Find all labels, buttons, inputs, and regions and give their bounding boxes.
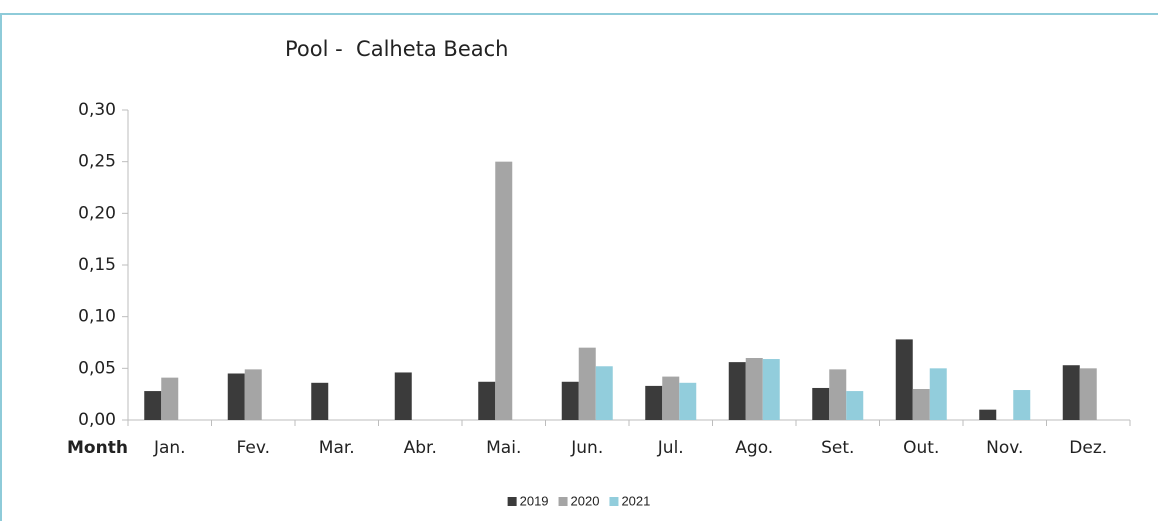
x-tick-label: Nov. [986, 438, 1023, 458]
bar [829, 369, 847, 420]
y-tick-label: 0,15 [78, 255, 116, 275]
x-tick-label: Ago. [735, 438, 773, 458]
bar [244, 369, 262, 420]
x-tick-label: Jun. [570, 438, 603, 458]
legend-label: 2020 [571, 493, 600, 508]
bar [495, 161, 513, 420]
bar [394, 372, 412, 420]
bar [728, 362, 746, 420]
x-tick-label: Abr. [404, 438, 437, 458]
x-tick-label: Jan. [153, 438, 186, 458]
bar [1013, 390, 1031, 420]
x-tick-label: Mar. [319, 438, 355, 458]
bar [979, 409, 997, 420]
x-tick-label: Set. [821, 438, 854, 458]
bar [645, 385, 663, 420]
legend-swatch [609, 497, 619, 506]
bar [812, 387, 830, 420]
x-tick-label: Out. [903, 438, 939, 458]
bar [561, 381, 579, 420]
bar [762, 359, 780, 420]
y-tick-label: 0,05 [78, 358, 116, 378]
bar [227, 373, 245, 420]
bar [912, 389, 930, 420]
x-tick-label: Mai. [486, 438, 521, 458]
y-tick-label: 0,25 [78, 152, 116, 172]
bar [846, 391, 864, 420]
x-axis-label: Month [67, 438, 128, 458]
x-tick-label: Fev. [237, 438, 270, 458]
chart-border [0, 13, 1158, 521]
legend-label: 2021 [621, 493, 650, 508]
bar [578, 347, 596, 420]
y-tick-label: 0,10 [78, 307, 116, 327]
y-tick-label: 0,30 [78, 100, 116, 120]
bar [662, 376, 680, 420]
legend-swatch [507, 497, 517, 506]
bar [895, 339, 913, 420]
y-tick-label: 0,00 [78, 410, 116, 430]
bar [144, 391, 162, 420]
legend-swatch [558, 497, 568, 506]
bar [929, 368, 947, 420]
x-tick-label: Jul. [657, 438, 684, 458]
bar [745, 358, 763, 420]
bar [595, 366, 613, 420]
x-tick-label: Dez. [1069, 438, 1107, 458]
chart-title: Pool - Calheta Beach [285, 37, 508, 61]
y-tick-label: 0,20 [78, 203, 116, 223]
bar [478, 381, 496, 420]
bar [311, 382, 329, 420]
bar [1062, 365, 1080, 420]
bar [1079, 368, 1097, 420]
bar [161, 377, 179, 420]
legend-label: 2019 [520, 493, 549, 508]
bar [679, 382, 697, 420]
